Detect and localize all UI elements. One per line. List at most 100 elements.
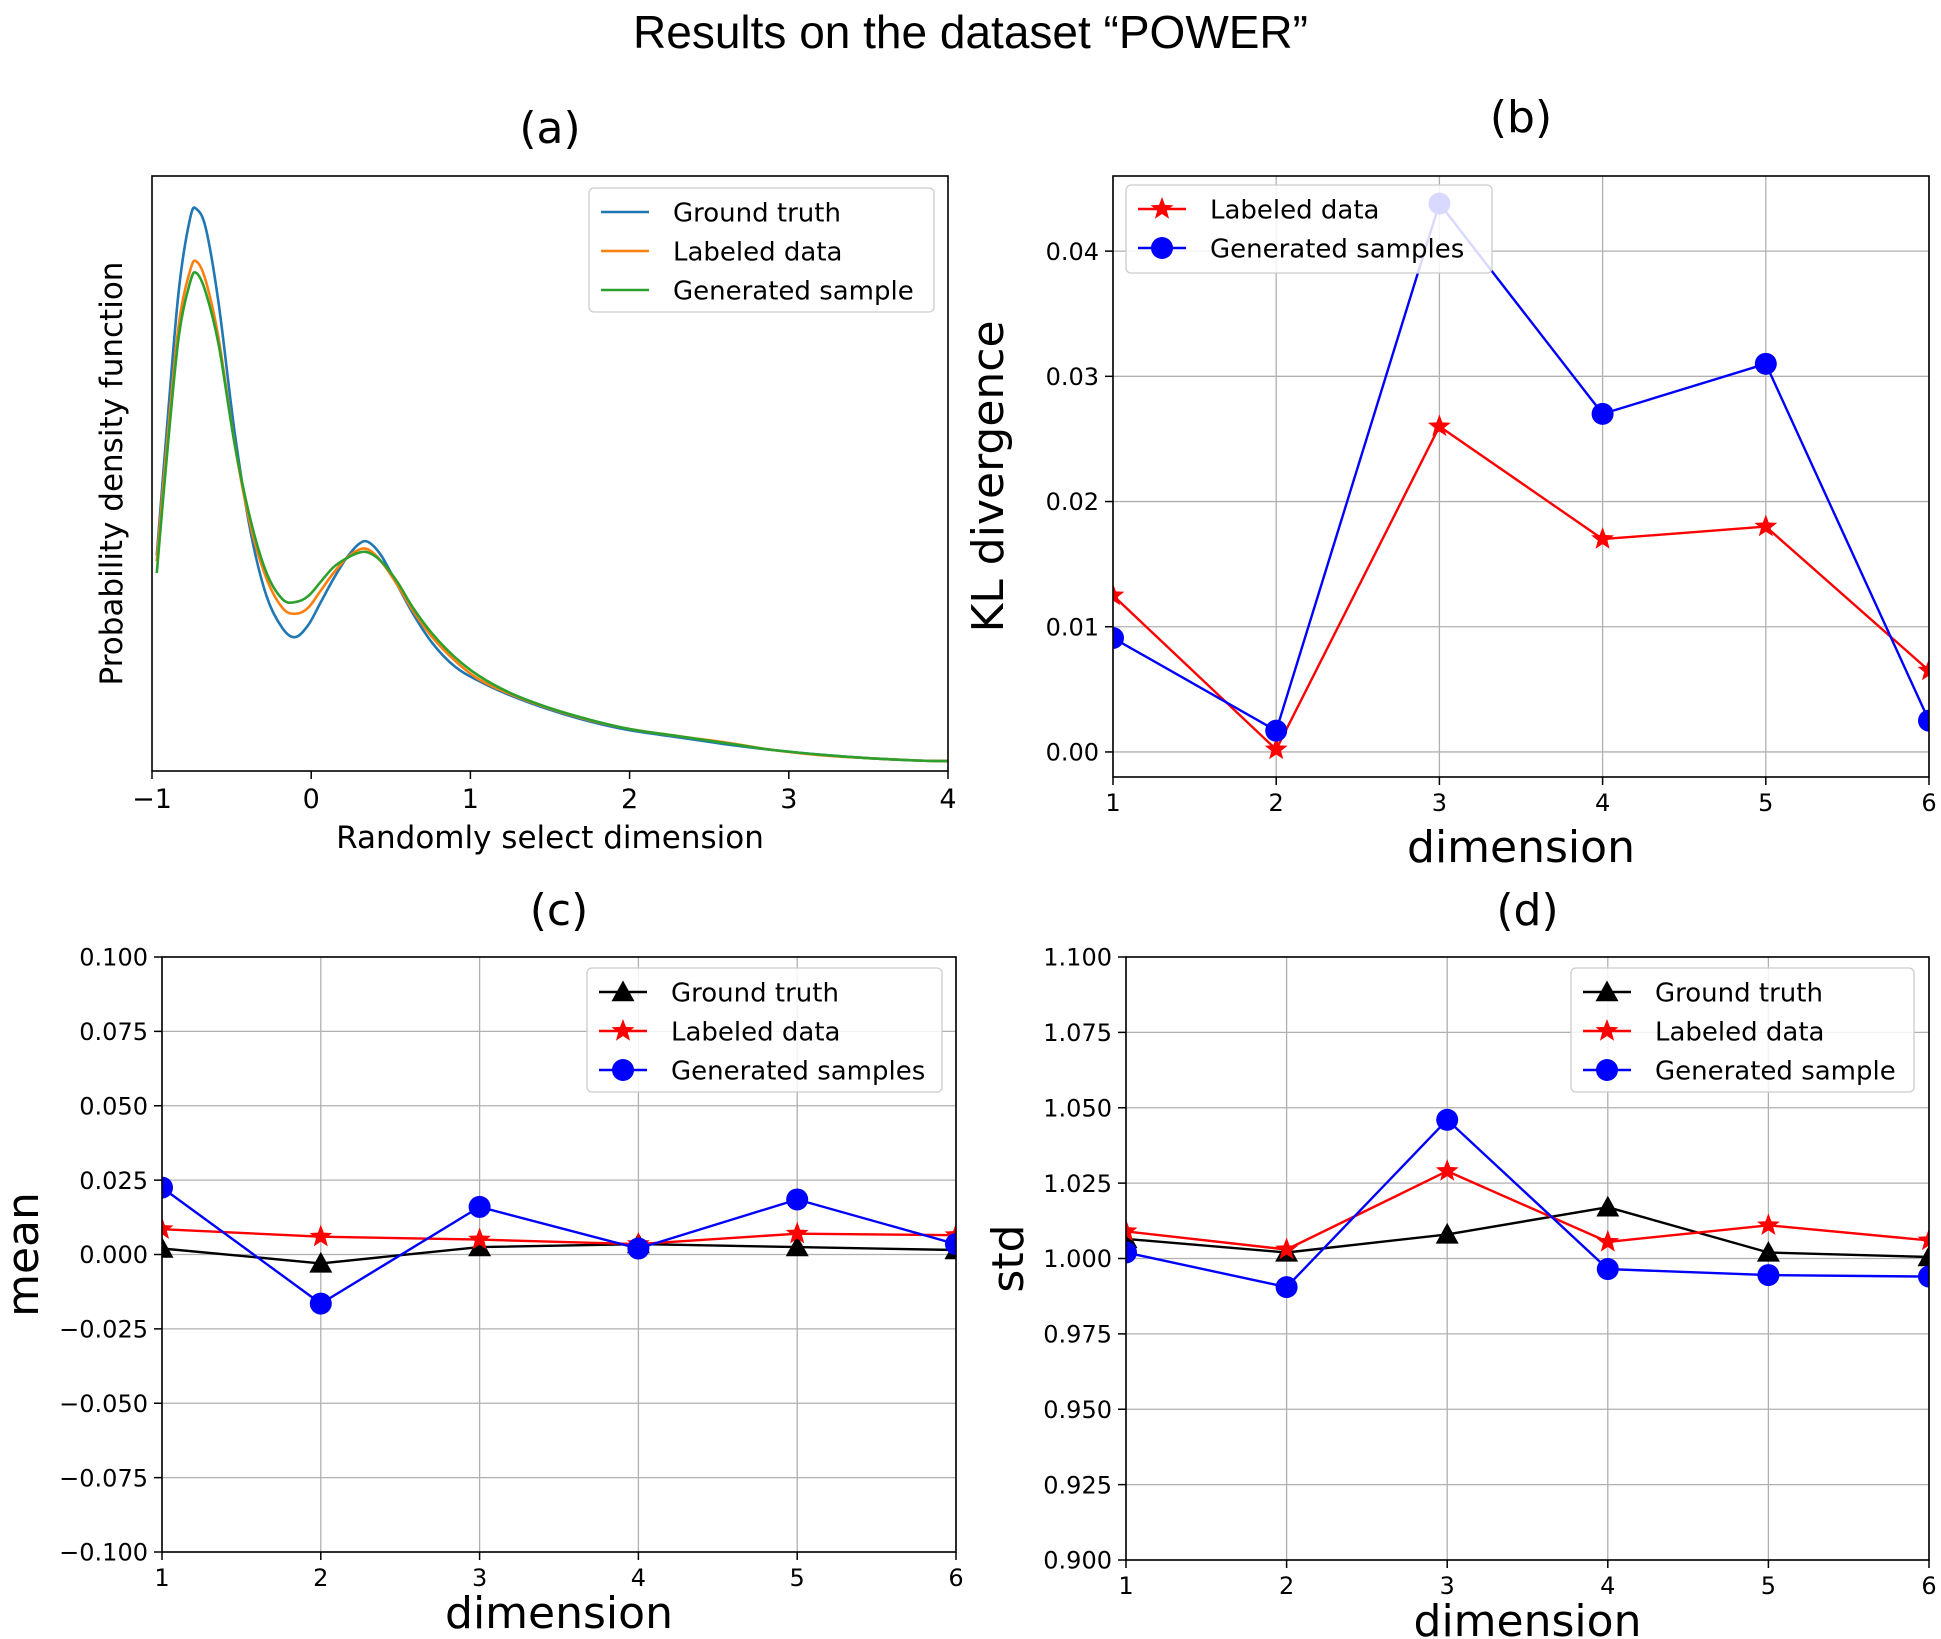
- series-generated-samples-point: [309, 1292, 332, 1315]
- legend-label: Generated samples: [671, 1056, 925, 1086]
- series-generated-samples-line: [162, 1186, 956, 1305]
- legend-box: [1570, 967, 1915, 1093]
- legend-label: Ground truth: [1655, 978, 1823, 1008]
- series-generated-samples-point: [162, 1176, 173, 1199]
- series-ground-truth-line: [162, 1242, 956, 1265]
- y-tick-label: −0.100: [59, 1539, 148, 1567]
- x-axis-label: Randomly select dimension: [336, 820, 764, 856]
- x-tick-label: 6: [948, 1564, 963, 1592]
- legend-box: [586, 967, 943, 1093]
- series-generated-samples-point: [468, 1195, 491, 1218]
- series-labeled-data-line: [155, 259, 948, 763]
- series-labeled-data-point: [1756, 1213, 1780, 1236]
- panel-title: (a): [519, 103, 580, 154]
- y-tick-label: 0.975: [1043, 1321, 1112, 1349]
- x-tick-label: 5: [1758, 789, 1773, 817]
- axes-frame: [1125, 956, 1930, 1561]
- series-labeled-data-point: [1435, 1159, 1459, 1181]
- y-axis-label: std: [983, 1224, 1034, 1292]
- series-generated-samples-point: [945, 1233, 956, 1256]
- panel-title: (d): [1496, 885, 1558, 936]
- series-generated-sample-point: [1275, 1276, 1298, 1299]
- series-labeled-data-point: [162, 1217, 174, 1239]
- y-tick-label: −0.025: [59, 1316, 148, 1344]
- x-tick-label: 4: [631, 1564, 646, 1592]
- x-axis-label: dimension: [1407, 822, 1635, 873]
- y-tick-label: 0.075: [79, 1018, 148, 1046]
- y-tick-label: 0.950: [1043, 1396, 1112, 1424]
- x-tick-label: 3: [472, 1564, 487, 1592]
- legend-marker: [612, 1059, 634, 1081]
- legend: Ground truth Labeled data Generated sample: [588, 187, 935, 313]
- y-tick-label: 1.025: [1043, 1170, 1112, 1198]
- y-tick-label: 0.100: [79, 944, 148, 972]
- series-labeled-data-point: [1427, 414, 1451, 437]
- series-labeled-data-line: [1126, 1169, 1929, 1251]
- legend-label: Ground truth: [673, 198, 841, 228]
- series-generated-samples-point: [1918, 709, 1929, 732]
- x-tick-label: 4: [1595, 789, 1610, 817]
- y-tick-label: 0.925: [1043, 1471, 1112, 1499]
- series-ground-truth-point: [1917, 1245, 1929, 1267]
- y-tick-label: 0.01: [1046, 613, 1099, 641]
- panel-title: (c): [530, 885, 589, 936]
- legend-marker: [1150, 197, 1174, 219]
- y-tick-label: −0.050: [59, 1390, 148, 1418]
- x-tick-label: 2: [313, 1564, 328, 1592]
- panel-title: (b): [1490, 92, 1552, 143]
- legend: Ground truth Labeled data Generated sample…: [586, 967, 943, 1093]
- legend-marker: [611, 1019, 635, 1041]
- series-labeled-data-point: [1591, 527, 1615, 549]
- series-labeled-data-point: [468, 1227, 492, 1250]
- series-generated-sample-point: [1126, 1241, 1137, 1264]
- x-tick-label: 1: [154, 1564, 169, 1592]
- x-tick-label: 1: [1105, 789, 1120, 817]
- y-tick-label: 0.00: [1046, 739, 1099, 767]
- series-labeled-data-point: [1126, 1219, 1138, 1242]
- x-tick-label: 4: [939, 784, 956, 815]
- legend: Labeled data Generated samples: [1125, 184, 1493, 274]
- series-ground-truth-point: [162, 1237, 174, 1258]
- plot-area: [155, 206, 948, 763]
- axes-frame: [151, 175, 949, 772]
- y-tick-label: 0.02: [1046, 488, 1099, 516]
- legend-label: Generated sample: [1655, 1056, 1896, 1086]
- series-ground-truth-point: [309, 1251, 333, 1273]
- y-tick-label: 1.075: [1043, 1019, 1112, 1047]
- legend-box: [588, 187, 935, 313]
- legend: Ground truth Labeled data Generated sample: [1570, 967, 1915, 1093]
- plot-area: [162, 1176, 956, 1315]
- series-generated-samples-point: [1113, 627, 1124, 650]
- x-tick-label: 3: [1440, 1572, 1455, 1600]
- series-generated-samples-point: [1591, 402, 1614, 425]
- series-labeled-data-line: [162, 1228, 956, 1246]
- x-tick-label: 5: [1761, 1572, 1776, 1600]
- legend-label: Labeled data: [671, 1017, 840, 1047]
- y-axis-label: Probability density function: [94, 262, 130, 686]
- series-labeled-data-point: [1264, 737, 1288, 760]
- series-labeled-data-point: [309, 1224, 333, 1247]
- y-tick-label: 0.025: [79, 1167, 148, 1195]
- series-labeled-data-point: [785, 1221, 809, 1244]
- y-tick-label: 0.03: [1046, 363, 1099, 391]
- series-labeled-data-line: [1113, 425, 1929, 751]
- x-tick-label: 2: [621, 784, 638, 815]
- series-generated-sample-line: [155, 270, 948, 763]
- series-generated-sample-point: [1918, 1265, 1929, 1288]
- series-generated-sample-point: [1596, 1258, 1619, 1281]
- figure-title: Results on the dataset “POWER”: [633, 6, 1308, 58]
- panel-1: (a) −1 0 1 2 3 4 Randomly select dimension Proba…: [94, 103, 957, 856]
- y-tick-label: 0.050: [79, 1092, 148, 1120]
- series-generated-sample-point: [1436, 1108, 1459, 1131]
- legend-label: Labeled data: [1210, 195, 1379, 225]
- x-axis-label: dimension: [445, 1588, 673, 1639]
- y-axis-label: mean: [0, 1192, 49, 1317]
- series-generated-samples-point: [627, 1237, 650, 1260]
- x-tick-label: 1: [1118, 1572, 1133, 1600]
- x-tick-label: 2: [1269, 789, 1284, 817]
- y-tick-label: 1.000: [1043, 1245, 1112, 1273]
- x-tick-label: 2: [1279, 1572, 1294, 1600]
- series-generated-samples-line: [1113, 202, 1929, 732]
- series-generated-sample-point: [1757, 1264, 1780, 1287]
- legend-box: [1125, 184, 1493, 274]
